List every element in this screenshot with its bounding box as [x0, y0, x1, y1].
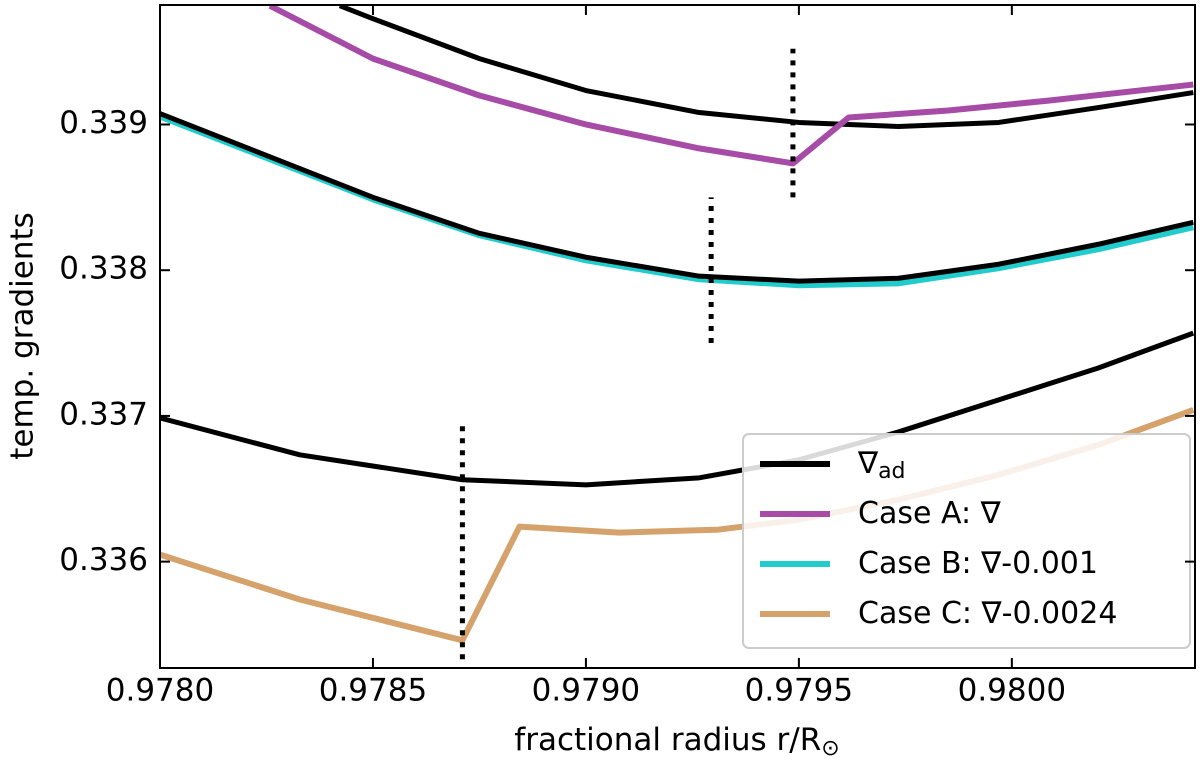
- axes-frame: [159, 4, 1196, 669]
- legend-box: [742, 433, 1191, 649]
- x-tick-label: 0.9780: [106, 673, 214, 709]
- x-tick-label: 0.9785: [319, 673, 427, 709]
- x-tick-label: 0.9800: [958, 673, 1066, 709]
- x-axis-label: fractional radius r/R⊙: [514, 722, 839, 762]
- series-line: [268, 5, 1194, 167]
- y-tick-label: 0.339: [59, 105, 148, 141]
- legend-label: Case A: ∇: [858, 496, 1002, 531]
- legend-label-main: ∇: [857, 446, 879, 481]
- series-line: [338, 5, 1194, 130]
- legend: ∇ad Case A: ∇ Case B: ∇-0.001 Case C: ∇-0.0…: [742, 433, 1191, 649]
- x-axis-label-sub: ⊙: [821, 736, 839, 761]
- x-axis-label-main: fractional radius r/R: [514, 722, 821, 758]
- legend-label: ∇ad: [857, 446, 906, 485]
- y-tick-label: 0.336: [59, 542, 148, 578]
- legend-label: Case B: ∇-0.001: [858, 546, 1098, 581]
- legend-label-main: Case C: ∇-0.0024: [858, 596, 1117, 631]
- x-tick-label: 0.9790: [532, 673, 640, 709]
- y-tick-label: 0.338: [59, 251, 148, 287]
- legend-label: Case C: ∇-0.0024: [858, 596, 1117, 631]
- y-tick-label: 0.337: [59, 396, 148, 432]
- x-tick-label: 0.9795: [745, 673, 853, 709]
- series-line: [160, 111, 1194, 284]
- legend-label-main: Case A: ∇: [858, 496, 1002, 531]
- legend-label-main: Case B: ∇-0.001: [858, 546, 1098, 581]
- legend-label-sub: ad: [878, 459, 905, 484]
- y-axis-label: temp. gradients: [5, 212, 41, 460]
